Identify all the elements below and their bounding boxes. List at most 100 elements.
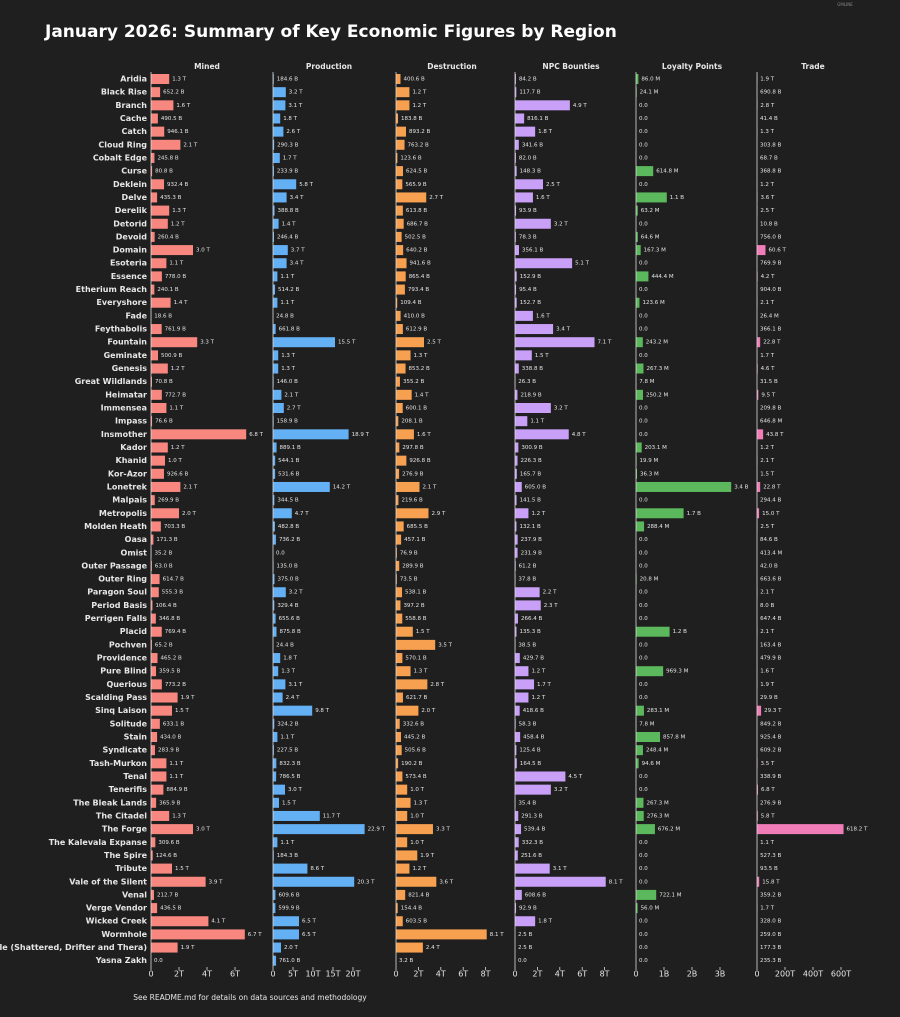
category-label: Geminate xyxy=(104,351,148,360)
bar xyxy=(515,600,541,610)
value-label: 56.0 M xyxy=(641,906,660,912)
value-label: 544.1 B xyxy=(278,458,299,464)
x-tick-label: 1B xyxy=(659,970,670,979)
x-tick-label: 4T xyxy=(436,970,446,979)
value-label: 1.2 T xyxy=(531,511,545,517)
bar xyxy=(636,666,663,676)
value-label: 22.8 T xyxy=(763,340,781,346)
value-label: 1.9 T xyxy=(760,682,774,688)
bar xyxy=(151,245,193,255)
value-label: 123.6 M xyxy=(642,300,664,306)
bar xyxy=(396,429,414,439)
bar xyxy=(273,929,299,939)
bar xyxy=(515,179,543,189)
value-label: 614.7 B xyxy=(163,577,184,583)
value-label: 555.3 B xyxy=(162,590,183,596)
bar xyxy=(636,482,731,492)
value-label: 2.5 B xyxy=(518,932,532,938)
value-label: 3.2 T xyxy=(554,787,568,793)
value-label: 1.2 T xyxy=(171,221,185,227)
value-label: 73.5 B xyxy=(400,577,418,583)
value-label: 436.5 B xyxy=(160,906,181,912)
category-label: Derelik xyxy=(115,206,148,215)
bar xyxy=(273,364,278,374)
value-label: 6.5 T xyxy=(302,932,316,938)
value-label: 251.6 B xyxy=(521,853,542,859)
category-label: The Kalevala Expanse xyxy=(49,838,148,847)
bar xyxy=(636,337,643,347)
bar xyxy=(636,627,670,637)
bar xyxy=(515,587,540,597)
value-label: 36.3 M xyxy=(640,471,659,477)
value-label: 366.1 B xyxy=(760,327,781,333)
category-label: Period Basis xyxy=(91,601,147,610)
bar xyxy=(515,324,553,334)
value-label: 86.0 M xyxy=(641,77,660,83)
value-label: 141.5 B xyxy=(520,498,541,504)
bar xyxy=(396,285,405,295)
value-label: 2.0 T xyxy=(182,511,196,517)
value-label: 0.0 xyxy=(639,327,648,333)
bar xyxy=(151,837,155,847)
bar xyxy=(151,495,155,505)
value-label: 135.3 B xyxy=(520,629,541,635)
value-label: 646.8 M xyxy=(760,419,782,425)
bar xyxy=(151,271,162,281)
value-label: 125.4 B xyxy=(519,748,540,754)
value-label: 2.8 T xyxy=(430,682,444,688)
value-label: 647.4 B xyxy=(760,616,781,622)
bar xyxy=(273,679,285,689)
bar xyxy=(273,245,288,255)
value-label: 117.7 B xyxy=(519,90,540,96)
value-label: 2.4 T xyxy=(286,695,300,701)
value-label: 152.7 B xyxy=(520,300,541,306)
value-label: 941.6 B xyxy=(410,261,431,267)
value-label: 0.0 xyxy=(639,616,648,622)
value-label: 0.0 xyxy=(639,537,648,543)
bar xyxy=(273,350,278,360)
bar xyxy=(396,403,403,413)
bar xyxy=(515,732,520,742)
bar xyxy=(515,916,535,926)
value-label: 1.1 T xyxy=(280,274,294,280)
value-label: 1.7 T xyxy=(283,155,297,161)
value-label: 123.6 B xyxy=(400,155,421,161)
value-label: 1.0 T xyxy=(410,813,424,819)
bar xyxy=(396,245,403,255)
value-label: 359.2 B xyxy=(760,892,781,898)
value-label: 24.8 B xyxy=(276,313,294,319)
bar xyxy=(515,364,519,374)
category-label: Kador xyxy=(120,443,147,452)
value-label: 22.8 T xyxy=(763,484,781,490)
bar xyxy=(396,74,400,84)
value-label: 1.1 T xyxy=(280,840,294,846)
value-label: 290.3 B xyxy=(277,142,298,148)
bar xyxy=(757,245,765,255)
value-label: 8.0 B xyxy=(760,603,774,609)
category-label: Tribute xyxy=(115,864,148,873)
value-label: 875.8 B xyxy=(280,629,301,635)
value-label: 303.8 B xyxy=(760,142,781,148)
bar xyxy=(273,508,292,518)
bar xyxy=(636,706,644,716)
bar xyxy=(396,377,400,387)
value-label: 332.6 B xyxy=(403,721,424,727)
bar xyxy=(273,271,277,281)
bar xyxy=(396,232,402,242)
x-tick-label: 2T xyxy=(532,970,542,979)
value-label: 3.4 T xyxy=(290,261,304,267)
x-tick-label: 0 xyxy=(754,970,759,979)
value-label: 445.2 B xyxy=(404,735,425,741)
value-label: 1.2 T xyxy=(531,669,545,675)
value-label: 1.5 T xyxy=(175,866,189,872)
category-label: Providence xyxy=(97,654,148,663)
bar xyxy=(151,929,245,939)
category-label: Scalding Pass xyxy=(85,693,147,702)
value-label: 1.6 T xyxy=(417,432,431,438)
value-label: 0.0 xyxy=(639,116,648,122)
value-label: 0.0 xyxy=(639,287,648,293)
bar xyxy=(515,258,572,268)
value-label: 1.5 T xyxy=(535,353,549,359)
bar xyxy=(151,877,206,887)
